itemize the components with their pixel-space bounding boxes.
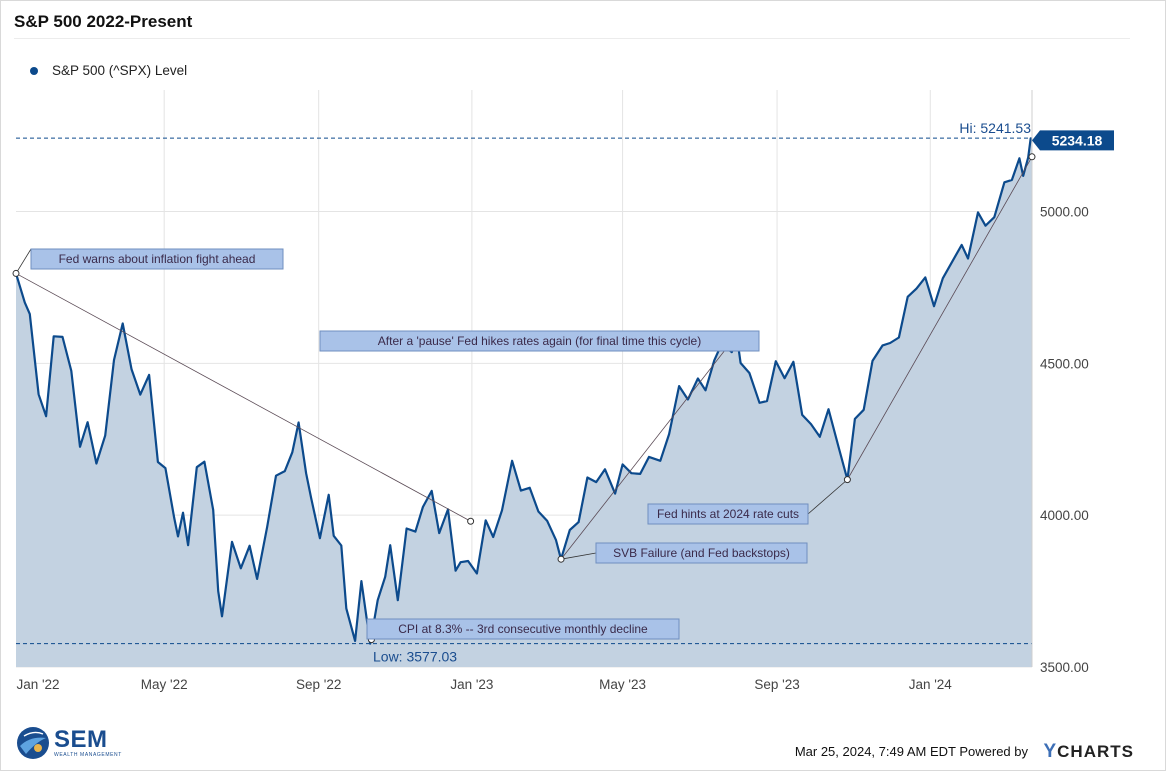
series-area	[16, 138, 1032, 668]
legend-label: S&P 500 (^SPX) Level	[52, 63, 188, 78]
low-label: Low: 3577.03	[373, 649, 457, 665]
y-tick-label: 4000.00	[1040, 508, 1089, 523]
sem-globe-icon	[17, 727, 49, 759]
hi-label: Hi: 5241.53	[959, 120, 1031, 136]
logo-tagline: WEALTH MANAGEMENT	[54, 752, 122, 758]
annotation-label: SVB Failure (and Fed backstops)	[613, 546, 790, 560]
legend-dot-icon	[30, 66, 38, 75]
y-tick-label: 3500.00	[1040, 660, 1089, 675]
annotation-leader	[560, 552, 597, 560]
annotation-leader	[807, 479, 848, 515]
timestamp: Mar 25, 2024, 7:49 AM EDT Powered by	[794, 744, 1028, 759]
trend-line	[847, 156, 1033, 480]
annotation-label: Fed hints at 2024 rate cuts	[657, 507, 799, 521]
x-tick-label: May '22	[141, 677, 188, 692]
y-tick-label: 4500.00	[1040, 356, 1089, 371]
annotation-box	[30, 248, 284, 270]
sem-logo: SEM WEALTH MANAGEMENT	[16, 726, 122, 760]
last-value-label: 5234.18	[1052, 132, 1103, 148]
trend-line	[15, 273, 471, 522]
logo-name: SEM	[54, 726, 108, 753]
annotation-leader	[15, 248, 32, 274]
x-tick-label: Jan '23	[450, 677, 493, 692]
legend[interactable]: S&P 500 (^SPX) Level	[30, 63, 187, 78]
x-tick-label: Jan '22	[16, 677, 59, 692]
trend-line	[560, 342, 731, 560]
annotation-box	[595, 542, 808, 564]
series-line	[14, 137, 1033, 645]
x-tick-label: Sep '22	[296, 677, 341, 692]
annotation-box	[647, 503, 809, 525]
annotation-point	[557, 555, 565, 563]
annotation-box	[319, 330, 760, 352]
x-tick-label: Jan '24	[909, 677, 953, 692]
trend-line-endpoint	[467, 517, 475, 525]
annotation-label: Fed warns about inflation fight ahead	[59, 252, 256, 266]
y-tick-label: 5000.00	[1040, 204, 1089, 219]
annotation-label: CPI at 8.3% -- 3rd consecutive monthly d…	[398, 622, 648, 636]
last-value-badge	[1032, 130, 1114, 151]
chart-title: S&P 500 2022-Present	[14, 12, 193, 31]
ycharts-logo[interactable]: YCHARTS	[1043, 741, 1134, 763]
x-tick-label: Sep '23	[754, 677, 799, 692]
annotation-point	[12, 269, 20, 277]
title-divider	[14, 38, 1130, 39]
annotation-point	[843, 476, 851, 484]
ycharts-text: CHARTS	[1057, 742, 1134, 761]
annotation-label: After a 'pause' Fed hikes rates again (f…	[378, 334, 701, 348]
x-tick-label: May '23	[599, 677, 646, 692]
ycharts-y: Y	[1043, 741, 1058, 762]
trend-line-endpoint	[1028, 153, 1036, 161]
annotation-box	[366, 618, 680, 640]
